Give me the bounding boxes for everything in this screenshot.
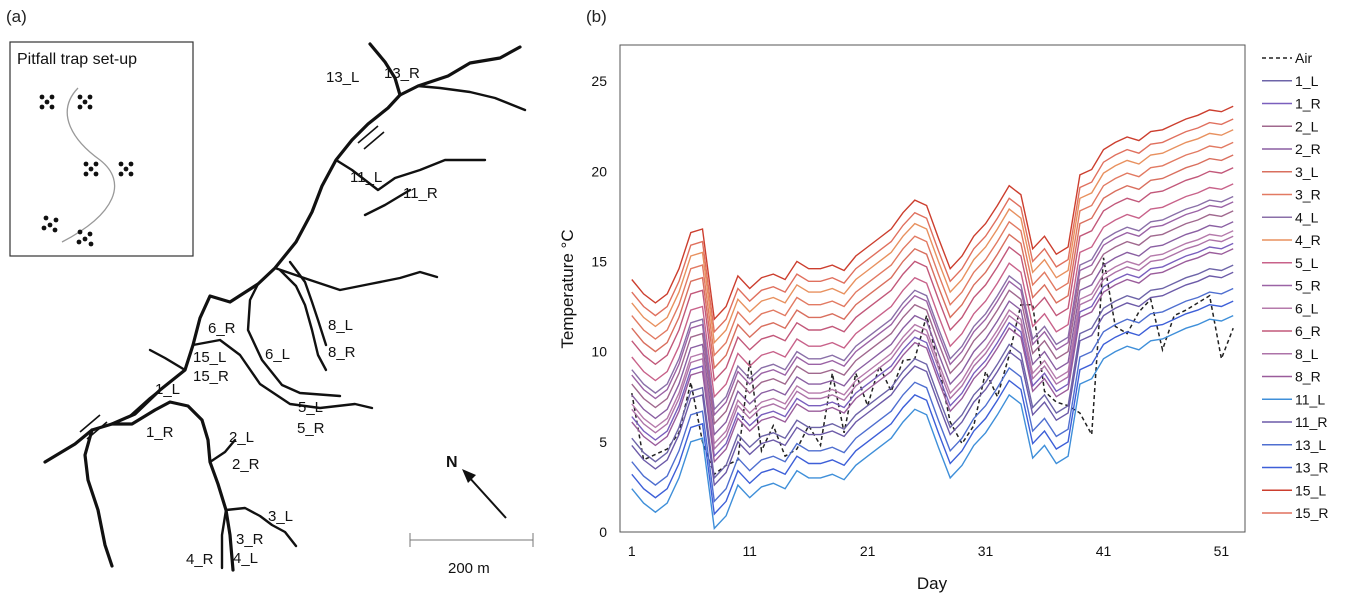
x-tick-label: 51: [1214, 543, 1230, 559]
legend-label: 3_L: [1295, 164, 1319, 180]
legend-label: 13_R: [1295, 460, 1328, 476]
site-label-6-l: 6_L: [265, 346, 290, 363]
site-label-8-r: 8_R: [328, 344, 356, 361]
legend-label: 1_R: [1295, 96, 1321, 112]
legend-label: Air: [1295, 50, 1312, 66]
river-network: [43, 42, 527, 572]
scale-label: 200 m: [448, 560, 490, 577]
series-line-4-l: [631, 195, 1234, 411]
x-tick-labels: 1 11 21 31 41 51: [628, 543, 1230, 559]
x-tick-label: 21: [860, 543, 876, 559]
site-label-15-l: 15_L: [193, 349, 226, 366]
site-label-2-r: 2_R: [232, 456, 260, 473]
legend-label: 11_L: [1295, 391, 1325, 407]
y-axis-title: Temperature °C: [558, 229, 577, 348]
site-label-6-r: 6_R: [208, 320, 236, 337]
legend-label: 15_R: [1295, 505, 1328, 521]
panel-a: (a) Pitfall trap set-up: [6, 7, 534, 577]
site-label-1-l: 1_L: [155, 381, 180, 398]
series-line-3-r: [631, 141, 1234, 357]
site-label-8-l: 8_L: [328, 317, 353, 334]
inset-title: Pitfall trap set-up: [17, 51, 137, 68]
series-line-2-r: [631, 221, 1234, 437]
legend-label: 3_R: [1295, 187, 1321, 203]
series-line-3-l: [631, 154, 1234, 370]
series-line-11-r: [631, 271, 1234, 487]
x-tick-label: 1: [628, 543, 636, 559]
north-label: N: [446, 454, 458, 471]
series-line-15-l: [631, 105, 1234, 321]
legend-label: 8_R: [1295, 369, 1321, 385]
site-label-2-l: 2_L: [229, 429, 254, 446]
site-label-1-r: 1_R: [146, 424, 174, 441]
legend-label: 8_L: [1295, 346, 1319, 362]
site-label-4-l: 4_L: [233, 550, 258, 567]
y-tick-label: 25: [591, 73, 607, 89]
y-tick-label: 10: [591, 344, 607, 360]
scale-bar: [409, 533, 534, 547]
legend-label: 2_L: [1295, 118, 1319, 134]
legend-label: 1_L: [1295, 73, 1319, 89]
y-tick-label: 0: [599, 524, 607, 540]
series-line-8-r: [631, 248, 1234, 464]
site-label-4-r: 4_R: [186, 551, 214, 568]
y-tick-label: 15: [591, 253, 607, 269]
site-label-13-r: 13_R: [384, 65, 420, 82]
series-line-2-l: [631, 210, 1234, 426]
inset-stream-icon: [61, 87, 116, 243]
y-tick-label: 5: [599, 434, 607, 450]
series-line-5-r: [631, 201, 1234, 417]
x-tick-label: 31: [978, 543, 994, 559]
legend: Air 1_L 1_R 2_L 2_R 3_L 3_R 4_L 4_R 5_L 5_R 6_L 6_R 8…: [1262, 50, 1328, 521]
series-line-11-l: [631, 314, 1234, 530]
site-label-11-r: 11_R: [403, 185, 438, 202]
site-label-15-r: 15_R: [193, 368, 229, 385]
y-tick-label: 20: [591, 163, 607, 179]
legend-label: 6_L: [1295, 300, 1319, 316]
panel-b-label: (b): [586, 7, 607, 26]
series-line-1-l: [631, 264, 1234, 480]
legend-label: 15_L: [1295, 482, 1326, 498]
series-line-4-r: [631, 129, 1234, 345]
site-label-13-l: 13_L: [326, 69, 359, 86]
series-line-air: [631, 257, 1234, 476]
legend-label: 5_L: [1295, 255, 1319, 271]
series-line-15-r: [631, 118, 1234, 334]
site-label-11-l: 11_L: [350, 169, 382, 186]
series-line-6-r: [631, 167, 1234, 383]
site-labels: 13_L 13_R 11_L 11_R 6_R 8_L 8_R 15_L 15_…: [146, 65, 438, 568]
inset-frame: [9, 41, 194, 257]
pitfall-inset: Pitfall trap set-up: [9, 41, 194, 257]
site-label-5-r: 5_R: [297, 420, 325, 437]
series-lines: [631, 105, 1234, 530]
legend-label: 6_R: [1295, 323, 1321, 339]
barrier-icon: [357, 125, 379, 144]
x-axis-title: Day: [917, 574, 948, 593]
series-line-8-l: [631, 235, 1234, 451]
series-line-6-l: [631, 230, 1234, 446]
legend-label: 11_R: [1295, 414, 1327, 430]
trap-cluster-icon: [39, 94, 134, 247]
legend-label: 2_R: [1295, 141, 1321, 157]
series-line-1-r: [631, 242, 1234, 458]
series-line-5-l: [631, 183, 1234, 399]
plot-frame: [619, 44, 1246, 533]
legend-label: 4_R: [1295, 232, 1321, 248]
site-label-3-l: 3_L: [268, 508, 293, 525]
x-tick-label: 41: [1096, 543, 1112, 559]
y-tick-labels: 0 5 10 15 20 25: [591, 73, 607, 540]
legend-label: 13_L: [1295, 437, 1326, 453]
panel-a-label: (a): [6, 7, 27, 26]
series-line-13-r: [631, 300, 1234, 516]
x-tick-label: 11: [742, 543, 757, 559]
series-line-13-l: [631, 287, 1234, 503]
legend-label: 4_L: [1295, 209, 1319, 225]
north-arrow-icon: [462, 469, 507, 519]
site-label-5-l: 5_L: [298, 399, 323, 416]
legend-label: 5_R: [1295, 278, 1321, 294]
site-label-3-r: 3_R: [236, 531, 264, 548]
